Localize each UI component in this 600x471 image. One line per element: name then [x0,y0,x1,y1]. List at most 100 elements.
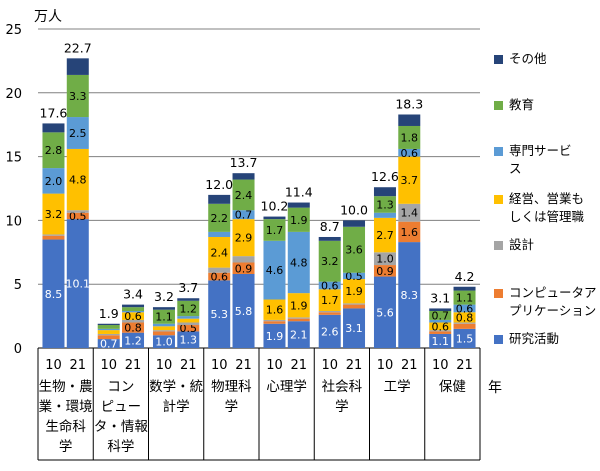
data-label: 2.6 [321,325,339,338]
bar-segment [373,217,396,253]
bar-segment [453,312,476,323]
bar-segment [66,212,89,220]
bar-segment [318,312,341,315]
year-tick-label: 10 [377,358,394,373]
bar-segment [232,210,255,220]
total-label: 12.6 [371,169,399,184]
bar-segment [429,333,452,348]
data-label: 1.7 [266,224,284,237]
bar-segment [208,203,231,232]
bar-segment [177,325,200,332]
data-label: 0.9 [235,262,253,275]
total-label: 4.2 [455,269,475,284]
bar-segment [263,321,286,324]
bar-segment [373,265,396,277]
bar-segment [429,310,452,320]
bar-segment [453,290,476,305]
bar-segment [97,335,120,340]
data-label: 5.8 [235,305,253,318]
data-label: 1.9 [266,330,284,343]
bar-segment [232,262,255,274]
bar-segment [97,328,120,331]
bar-segment [287,231,310,294]
bar-segment [122,312,145,320]
category-label: 工学 [383,379,411,395]
bar-segment [453,322,476,324]
data-label: 3.2 [45,208,63,221]
data-label: 1.9 [290,299,308,312]
bar-segment [152,326,175,331]
data-label: 1.1 [456,292,474,305]
bar-segment [152,309,175,324]
bar-segment [177,331,200,348]
bar-segment [177,316,200,319]
data-label: 1.9 [345,285,363,298]
bar-segment [453,323,476,329]
data-label: 1.3 [180,334,198,347]
bar-segment [42,123,65,133]
bar-segment [453,304,476,313]
bar-segment [42,235,65,240]
data-label: 0.6 [321,279,339,292]
data-label: 1.6 [401,226,419,239]
total-label: 22.7 [64,40,92,55]
bar-segment [122,304,145,308]
data-label: 0.7 [431,309,449,322]
bar-segment [97,325,120,329]
data-label: 2.2 [210,212,228,225]
bar-segment [287,207,310,232]
bar-segment [343,308,366,348]
total-label: 1.9 [99,306,119,321]
bar-segment [343,226,366,273]
data-label: 1.2 [180,302,198,315]
total-label: 12.0 [205,177,233,192]
data-label: 1.8 [401,131,419,144]
data-label: 2.0 [45,175,63,188]
bar-segment [42,239,65,348]
bar-segment [152,330,175,332]
bar-segment [122,307,145,311]
bar-segment [122,322,145,333]
year-tick-label: 10 [266,358,283,373]
bar-segment [152,331,175,336]
year-tick-label: 21 [235,358,252,373]
bar-segment [177,298,200,301]
bar-segment [208,272,231,281]
bar-segment [122,319,145,323]
y-tick-label: 15 [5,151,22,166]
bar-segment [42,234,65,236]
bar-segment [453,328,476,348]
bar-segment [66,148,89,211]
y-tick-label: 0 [14,342,22,357]
total-label: 13.7 [230,155,258,170]
bar-segment [66,219,89,348]
category-label: コン ピュー タ・情報 科学 [93,379,148,455]
bar-segment [208,280,231,348]
y-tick-label: 5 [14,278,22,293]
data-label: 0.5 [345,270,363,283]
bar-segment [66,74,89,118]
bar-segment [343,220,366,227]
bar-segment [373,196,396,213]
bar-segment [97,330,120,334]
bar-segment [177,300,200,317]
year-tick-label: 10 [432,358,449,373]
year-tick-label: 10 [156,358,173,373]
bar-segment [208,194,231,204]
bar-segment [232,179,255,211]
category-label: 物理科 学 [211,379,252,415]
data-label: 2.1 [290,329,308,342]
total-label: 3.4 [123,287,143,302]
year-tick-label: 10 [100,358,117,373]
year-tick-label: 10 [211,358,228,373]
year-tick-label: 21 [346,358,363,373]
bar-segment [398,242,421,348]
data-label: 2.8 [45,144,63,157]
bar-segment [208,267,231,273]
bar-segment [287,317,310,319]
data-label: 3.7 [401,174,419,187]
data-label: 0.6 [210,271,228,284]
year-tick-label: 21 [401,358,418,373]
data-label: 10.1 [66,278,91,291]
data-label: 1.9 [290,214,308,227]
